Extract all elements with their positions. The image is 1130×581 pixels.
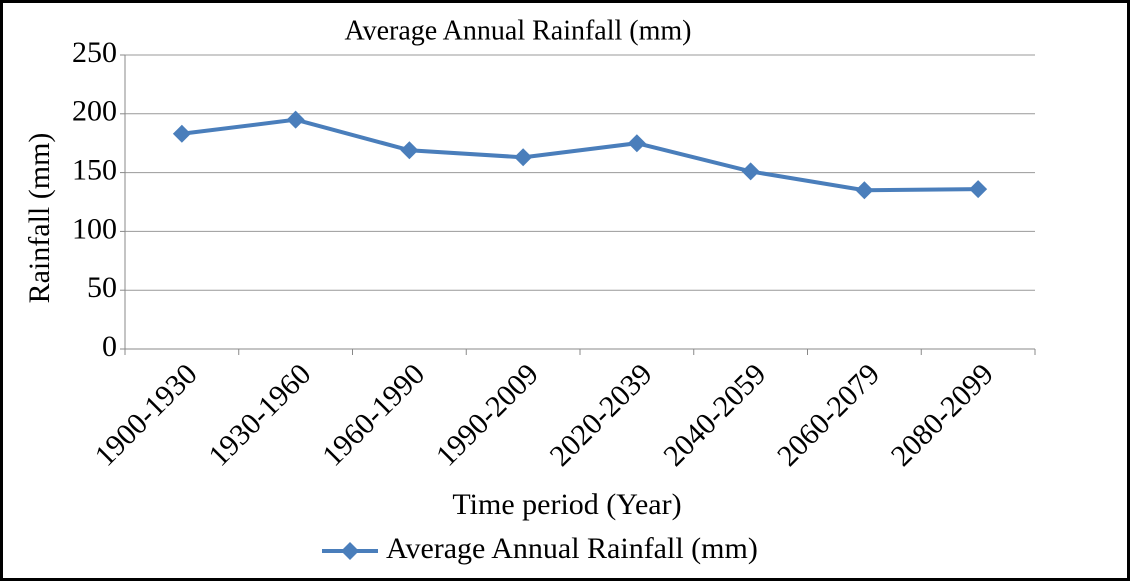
point-marker <box>627 134 646 153</box>
point-marker <box>286 110 305 129</box>
y-tick-label: 250 <box>72 36 117 69</box>
point-marker <box>741 162 760 181</box>
chart-title: Average Annual Rainfall (mm) <box>344 15 691 46</box>
y-tick-label: 200 <box>72 95 117 128</box>
y-tick-label: 150 <box>72 153 117 186</box>
x-axis-label: Time period (Year) <box>452 488 681 521</box>
y-axis-label: Rainfall (mm) <box>23 133 56 304</box>
point-marker <box>514 148 533 167</box>
series-line <box>181 117 979 193</box>
legend-marker <box>341 542 359 560</box>
y-tick-label: 0 <box>102 330 117 363</box>
point-marker <box>855 181 874 200</box>
y-tick-label: 100 <box>72 212 117 245</box>
point-marker <box>172 124 191 143</box>
point-marker <box>969 180 988 199</box>
y-tick-label: 50 <box>87 271 117 304</box>
legend-label: Average Annual Rainfall (mm) <box>386 532 758 565</box>
point-marker <box>400 141 419 160</box>
